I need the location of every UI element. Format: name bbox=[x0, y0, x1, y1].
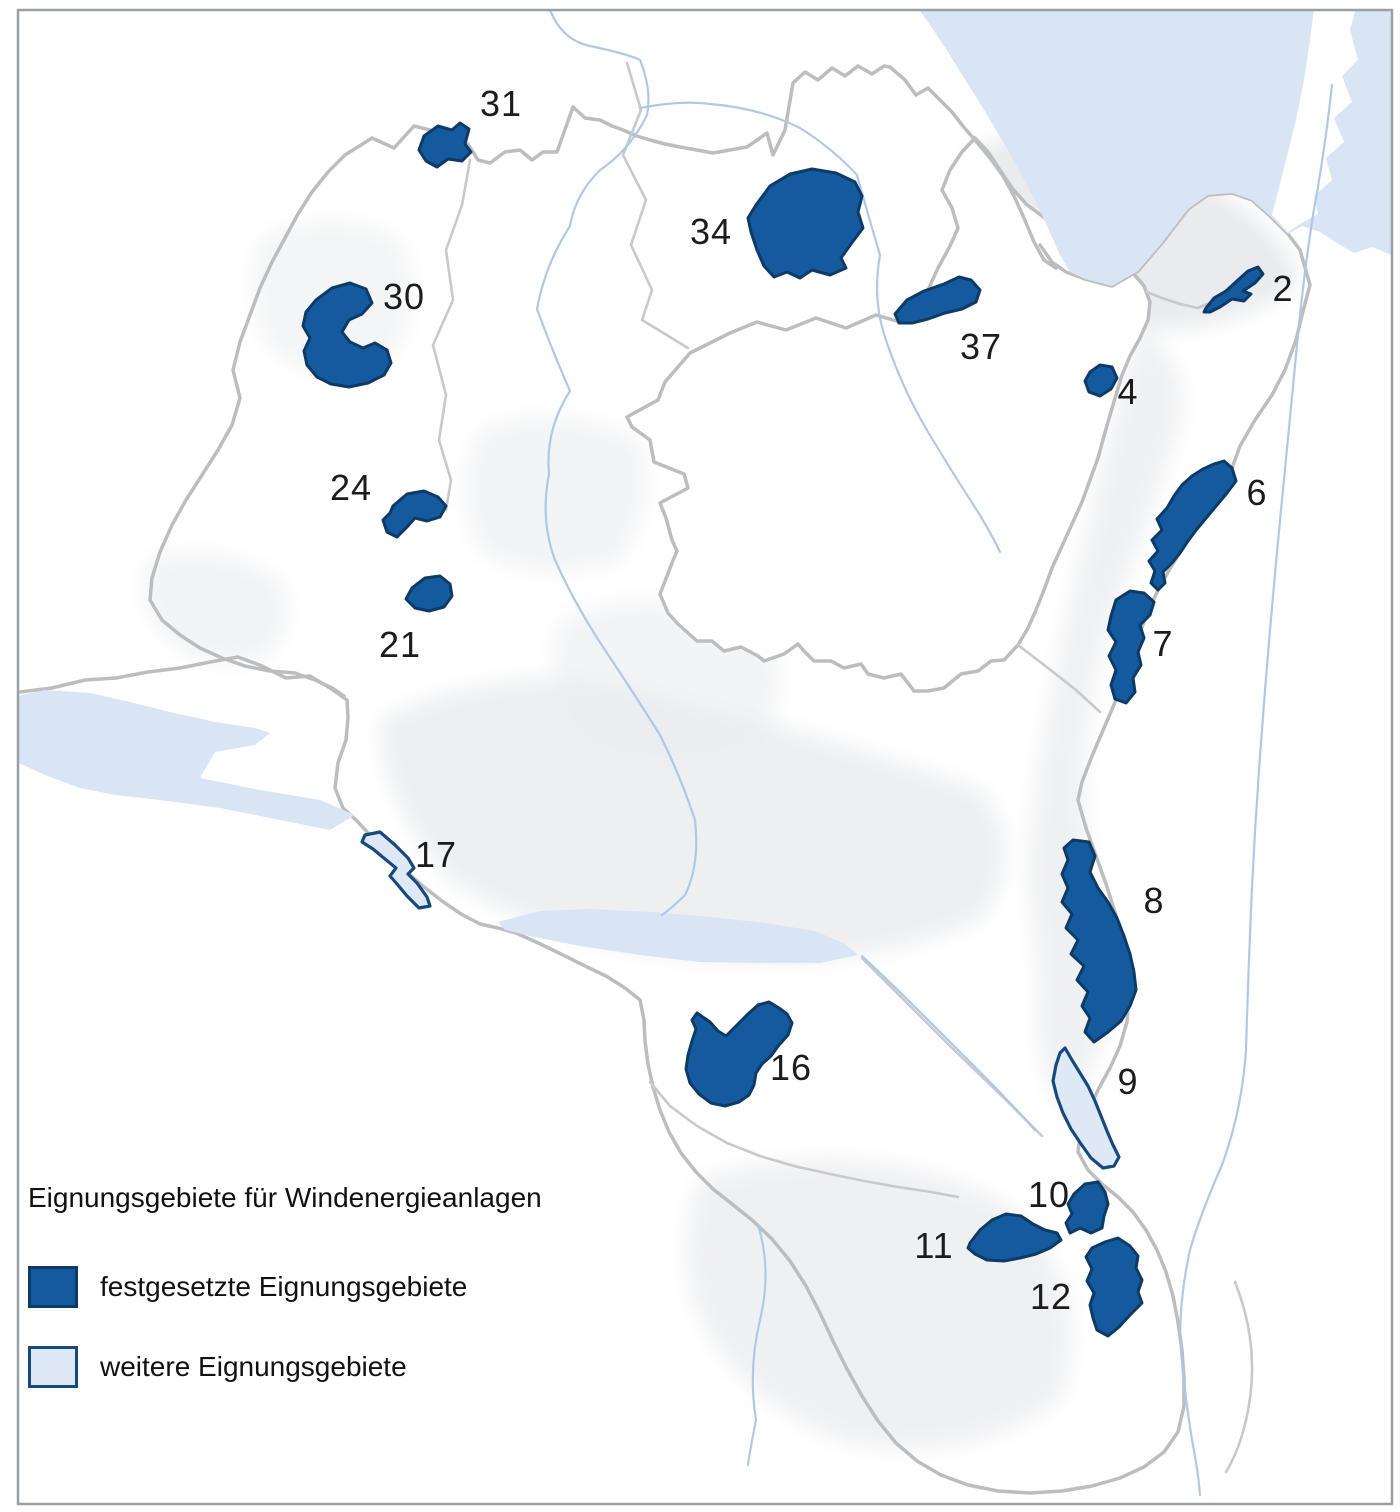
lake-middle bbox=[498, 909, 858, 963]
region-12-area bbox=[1084, 1236, 1144, 1338]
lake-north bbox=[920, 11, 1391, 286]
legend-title: Eignungsgebiete für Windenergieanlagen bbox=[28, 1182, 542, 1213]
enclave-outline bbox=[625, 136, 1152, 693]
region-4-area bbox=[1083, 363, 1119, 398]
region-6-area bbox=[1147, 459, 1238, 592]
river-southeast bbox=[860, 954, 1037, 1132]
river-south bbox=[746, 1223, 767, 1467]
border-inner-4 bbox=[1016, 643, 1102, 714]
legend: Eignungsgebiete für Windenergieanlagen f… bbox=[28, 1182, 628, 1426]
region-21-area bbox=[404, 574, 454, 613]
region-16-area bbox=[684, 1000, 794, 1108]
river-west bbox=[535, 11, 698, 917]
rivers bbox=[535, 11, 1334, 1497]
border-inner-5 bbox=[648, 1080, 960, 1199]
lakes bbox=[19, 11, 1391, 963]
lake-delta-wedge bbox=[1272, 11, 1358, 232]
river-center bbox=[638, 101, 1002, 554]
region-31-area bbox=[417, 121, 473, 169]
region-7-area bbox=[1106, 589, 1156, 705]
river-east bbox=[1178, 83, 1334, 1497]
border-inner-1 bbox=[431, 158, 472, 512]
region-9-area bbox=[1051, 1046, 1121, 1170]
region-30-area bbox=[301, 281, 393, 389]
region-24-area bbox=[381, 489, 448, 539]
map-frame bbox=[16, 8, 1394, 1506]
border-north bbox=[343, 64, 1058, 270]
legend-swatch-fixed-icon bbox=[28, 1266, 78, 1308]
border-liechtenstein bbox=[1224, 1280, 1254, 1474]
region-10-area bbox=[1064, 1180, 1110, 1235]
legend-item-further: weitere Eignungsgebiete bbox=[28, 1346, 628, 1388]
legend-item-fixed: festgesetzte Eignungsgebiete bbox=[28, 1266, 628, 1308]
region-37-area bbox=[893, 275, 982, 325]
border-inner-2 bbox=[621, 61, 690, 350]
region-11-area bbox=[966, 1212, 1063, 1263]
legend-label-fixed: festgesetzte Eignungsgebiete bbox=[100, 1271, 468, 1302]
region-2-area bbox=[1202, 265, 1265, 314]
region-34-area bbox=[746, 167, 865, 280]
region-17-area bbox=[360, 830, 432, 910]
border-west bbox=[148, 153, 347, 698]
border-inner-3 bbox=[1145, 290, 1209, 310]
lake-west bbox=[19, 690, 355, 830]
wind-regions bbox=[301, 121, 1265, 1338]
legend-label-further: weitere Eignungsgebiete bbox=[100, 1351, 407, 1382]
border-east bbox=[496, 191, 1312, 1495]
region-8-area bbox=[1060, 838, 1138, 1044]
legend-swatch-further-icon bbox=[28, 1346, 78, 1388]
